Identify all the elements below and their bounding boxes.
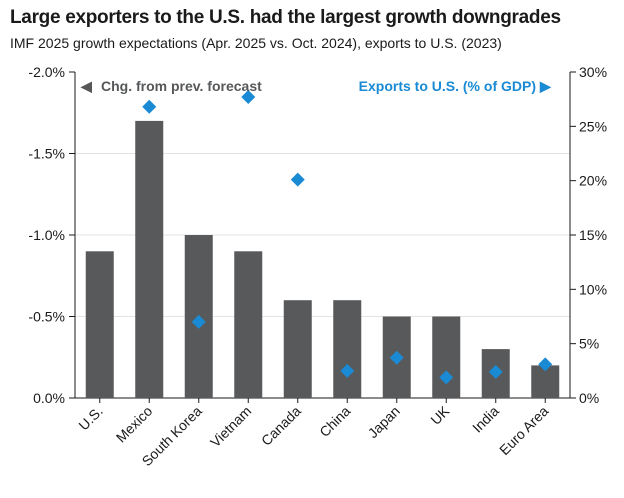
legend-bars-label: Chg. from prev. forecast <box>101 78 262 94</box>
exports-point <box>439 370 454 385</box>
right-axis-tick-label: 20% <box>579 173 607 189</box>
exports-point <box>389 350 404 365</box>
right-axis-tick-label: 5% <box>579 336 599 352</box>
left-axis-tick-label: 0.0% <box>33 390 65 406</box>
category-label: Canada <box>258 403 304 449</box>
category-label: China <box>316 403 353 440</box>
left-axis-tick-label: -2.0% <box>28 64 65 80</box>
bar-canada <box>283 300 312 398</box>
legend-exports-label: Exports to U.S. (% of GDP) <box>359 78 536 94</box>
category-label: Mexico <box>113 403 156 446</box>
right-axis-tick-label: 15% <box>579 227 607 243</box>
bar-vietnam <box>234 251 263 398</box>
category-label: Euro Area <box>496 403 551 458</box>
left-axis-tick-label: -1.5% <box>28 146 65 162</box>
left-axis-tick-label: -0.5% <box>28 309 65 325</box>
bar-china <box>333 300 362 398</box>
chart-subtitle: IMF 2025 growth expectations (Apr. 2025 … <box>10 35 502 51</box>
right-axis-tick-label: 30% <box>579 64 607 80</box>
exports-point <box>340 363 355 378</box>
right-axis-tick-label: 25% <box>579 118 607 134</box>
exports-point <box>538 357 553 372</box>
category-label: U.S. <box>75 403 106 434</box>
category-label: India <box>469 403 502 436</box>
right-axis-tick-label: 10% <box>579 281 607 297</box>
category-label: Vietnam <box>207 403 254 450</box>
exports-point <box>241 89 256 104</box>
exports-point <box>191 314 206 329</box>
legend-left-arrow: ◀ <box>80 78 92 94</box>
right-axis-tick-label: 0% <box>579 390 599 406</box>
chart-title: Large exporters to the U.S. had the larg… <box>10 7 561 28</box>
left-axis-tick-label: -1.0% <box>28 227 65 243</box>
category-label: Japan <box>365 403 403 441</box>
exports-point <box>290 172 305 187</box>
bar-u-s- <box>85 251 114 398</box>
category-label: UK <box>427 402 453 428</box>
exports-point <box>142 99 157 114</box>
bar-mexico <box>135 120 164 399</box>
bar-uk <box>432 316 461 398</box>
exports-point <box>488 364 503 379</box>
legend-right-arrow: ▶ <box>539 78 552 94</box>
